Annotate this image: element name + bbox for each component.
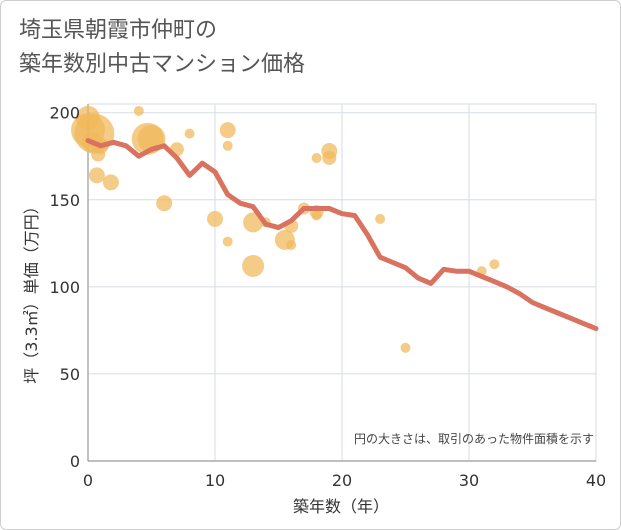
bubble-point — [207, 210, 223, 227]
bubble-point — [133, 105, 144, 116]
x-tick-label: 30 — [459, 471, 479, 490]
bubble-point — [184, 128, 195, 139]
bubble-point — [311, 210, 322, 221]
bubble-point — [222, 236, 233, 247]
bubble-point — [156, 195, 173, 212]
line-layer — [85, 138, 599, 332]
bubble-point — [222, 140, 233, 151]
y-tick-label: 100 — [49, 278, 80, 297]
bubble-point — [375, 213, 386, 224]
bubble-point — [91, 147, 106, 162]
chart-title: 埼玉県朝霞市仲町の 築年数別中古マンション価格 — [19, 14, 305, 82]
bubble-point — [311, 152, 322, 163]
x-tick-label: 40 — [586, 471, 606, 490]
tick-labels: 0 50 100 150 200 0 10 20 30 40 — [49, 104, 606, 490]
y-axis-label: 坪（3.3㎡）単価（万円） — [22, 198, 41, 383]
y-tick-label: 200 — [49, 104, 80, 123]
grid-lines — [87, 103, 597, 462]
bubble-point — [102, 174, 119, 191]
y-tick-label: 0 — [70, 452, 80, 471]
bubble-point — [242, 254, 265, 277]
y-tick-label: 50 — [60, 365, 80, 384]
bubble-point — [219, 122, 236, 139]
x-tick-label: 0 — [83, 471, 93, 490]
bubble-point — [88, 167, 105, 184]
bubble-point — [489, 259, 500, 270]
x-axis-label: 築年数（年） — [293, 497, 389, 516]
chart-title-line-1: 埼玉県朝霞市仲町の — [19, 18, 218, 43]
x-tick-label: 10 — [205, 471, 225, 490]
bubble-size-note: 円の大きさは、取引のあった物件面積を示す — [354, 431, 594, 446]
x-tick-label: 20 — [332, 471, 352, 490]
bubble-layer — [71, 105, 500, 353]
bubble-point — [322, 150, 337, 165]
y-tick-label: 150 — [49, 191, 80, 210]
bubble-point — [400, 342, 411, 353]
average-price-line — [85, 138, 599, 332]
chart-title-line-2: 築年数別中古マンション価格 — [19, 52, 306, 77]
bubble-point — [286, 240, 297, 251]
